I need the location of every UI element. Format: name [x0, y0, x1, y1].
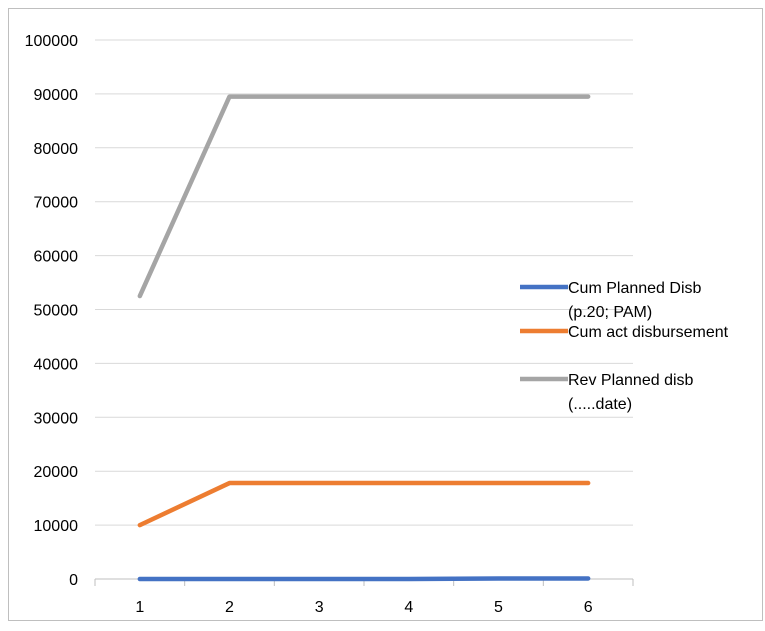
- y-tick-label: 30000: [34, 410, 79, 427]
- chart-frame: [8, 8, 763, 621]
- legend: Cum Planned Disb (p.20; PAM) Cum act disbu…: [520, 280, 729, 413]
- x-tick-label: 4: [404, 599, 413, 616]
- series-line-3: [137, 94, 591, 299]
- legend-label: Cum Planned Disb: [568, 280, 702, 297]
- x-tick-label: 6: [584, 599, 593, 616]
- y-tick-label: 90000: [34, 87, 79, 104]
- y-tick-label: 60000: [34, 249, 79, 266]
- y-tick-label: 100000: [25, 33, 78, 50]
- series-lines: [137, 94, 591, 582]
- y-tick-label: 70000: [34, 195, 79, 212]
- y-tick-label: 0: [69, 572, 78, 589]
- legend-label: Cum act disbursement: [568, 324, 729, 341]
- legend-label: (.....date): [568, 396, 632, 413]
- y-tick-label: 10000: [34, 518, 79, 535]
- y-tick-label: 50000: [34, 303, 79, 320]
- legend-label: Rev Planned disb: [568, 372, 694, 389]
- y-tick-label: 80000: [34, 141, 79, 158]
- y-tick-label: 40000: [34, 356, 79, 373]
- axes: 0 10000 20000 30000 40000 50000 60000 70000 8000…: [25, 33, 634, 616]
- series-line-1: [137, 576, 591, 582]
- x-tick-label: 3: [315, 599, 324, 616]
- legend-label: (p.20; PAM): [568, 304, 652, 321]
- x-tick-label: 1: [135, 599, 144, 616]
- series-line-2: [137, 480, 591, 528]
- x-tick-label: 2: [225, 599, 234, 616]
- y-tick-label: 20000: [34, 464, 79, 481]
- x-tick-label: 5: [494, 599, 503, 616]
